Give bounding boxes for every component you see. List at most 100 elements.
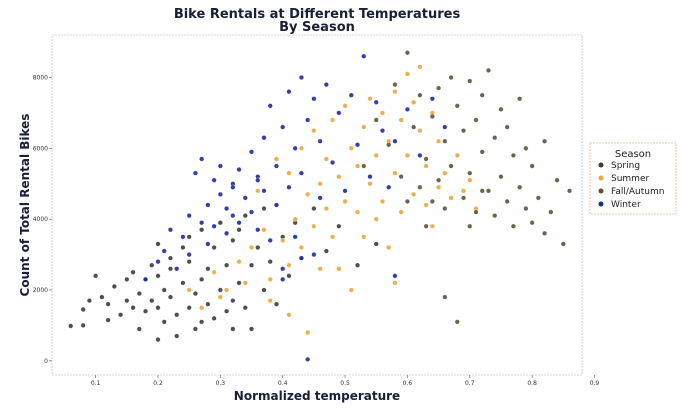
point-fall-autumn <box>442 206 448 211</box>
point-fall-autumn <box>479 188 485 194</box>
x-tick-label: 0.4 <box>278 380 288 387</box>
point-winter <box>255 177 261 183</box>
point-spring <box>86 298 92 304</box>
point-winter <box>217 163 223 169</box>
point-winter <box>174 266 180 272</box>
point-fall-autumn <box>486 67 491 73</box>
point-summer <box>249 245 254 250</box>
point-summer <box>317 266 323 272</box>
point-spring <box>155 241 161 247</box>
point-fall-autumn <box>461 128 466 134</box>
point-spring <box>180 245 186 250</box>
point-fall-autumn <box>523 145 529 151</box>
point-spring <box>105 317 111 323</box>
point-winter <box>205 241 211 247</box>
point-spring <box>355 262 360 268</box>
point-fall-autumn <box>479 92 485 98</box>
point-summer <box>404 152 410 158</box>
point-spring <box>155 337 161 343</box>
point-spring <box>130 305 136 311</box>
point-summer <box>311 128 317 134</box>
point-winter <box>355 142 360 148</box>
point-spring <box>211 315 217 321</box>
point-winter <box>392 273 398 279</box>
point-fall-autumn <box>448 163 454 169</box>
point-spring <box>186 259 192 265</box>
point-spring <box>236 280 242 286</box>
point-fall-autumn <box>504 199 510 204</box>
point-summer <box>417 64 423 70</box>
y-tick-label: 6000 <box>33 145 48 152</box>
x-tick-label: 0.8 <box>527 380 537 387</box>
point-winter <box>236 167 242 173</box>
point-summer <box>292 216 298 222</box>
point-spring <box>261 287 267 293</box>
point-summer <box>199 305 205 311</box>
point-summer <box>274 156 279 162</box>
point-spring <box>199 227 205 233</box>
point-spring <box>230 237 236 243</box>
point-spring <box>242 213 248 219</box>
point-fall-autumn <box>523 206 529 211</box>
point-winter <box>211 177 217 183</box>
point-spring <box>174 312 180 318</box>
point-spring <box>199 319 205 325</box>
point-summer <box>461 188 466 194</box>
point-summer <box>323 206 329 211</box>
point-summer <box>404 71 410 77</box>
point-fall-autumn <box>492 213 498 219</box>
data-points <box>68 50 572 362</box>
point-summer <box>186 287 192 293</box>
point-summer <box>380 110 385 116</box>
point-spring <box>224 308 230 314</box>
point-fall-autumn <box>548 209 554 215</box>
point-summer <box>336 174 342 180</box>
point-spring <box>274 301 279 307</box>
legend-marker-fall-autumn <box>598 188 604 194</box>
point-spring <box>111 284 117 289</box>
point-winter <box>286 184 292 190</box>
point-fall-autumn <box>417 92 423 98</box>
point-spring <box>267 259 273 265</box>
legend-marker-summer <box>598 175 604 181</box>
point-winter <box>274 202 279 208</box>
point-summer <box>323 156 329 162</box>
point-fall-autumn <box>429 199 435 204</box>
point-summer <box>392 89 398 95</box>
point-winter <box>236 220 242 226</box>
point-summer <box>330 234 336 240</box>
legend-marker-spring <box>598 162 604 168</box>
legend-label-winter: Winter <box>611 200 641 210</box>
point-fall-autumn <box>361 163 367 169</box>
point-spring <box>255 245 261 250</box>
point-winter <box>392 138 398 144</box>
point-spring <box>236 227 242 233</box>
point-winter <box>249 149 254 155</box>
point-winter <box>280 276 286 282</box>
point-spring <box>205 266 211 272</box>
point-winter <box>230 213 236 219</box>
point-fall-autumn <box>529 163 535 169</box>
point-winter <box>224 230 230 236</box>
x-axis-label: Normalized temperature <box>234 389 400 403</box>
point-fall-autumn <box>517 184 523 190</box>
point-fall-autumn <box>492 135 498 141</box>
point-summer <box>423 202 429 208</box>
point-summer <box>255 188 261 194</box>
point-spring <box>136 326 142 332</box>
point-spring <box>286 273 292 279</box>
point-summer <box>317 181 323 187</box>
point-spring <box>242 305 248 311</box>
point-spring <box>149 298 155 304</box>
point-summer <box>367 96 373 102</box>
point-spring <box>80 322 86 328</box>
point-spring <box>105 301 111 307</box>
point-winter <box>311 96 317 102</box>
point-spring <box>230 326 236 332</box>
legend-title: Season <box>615 149 651 160</box>
point-spring <box>161 287 167 293</box>
point-summer <box>454 152 460 158</box>
x-tick-label: 0.7 <box>465 380 475 387</box>
point-winter <box>336 110 342 116</box>
point-summer <box>261 227 267 233</box>
